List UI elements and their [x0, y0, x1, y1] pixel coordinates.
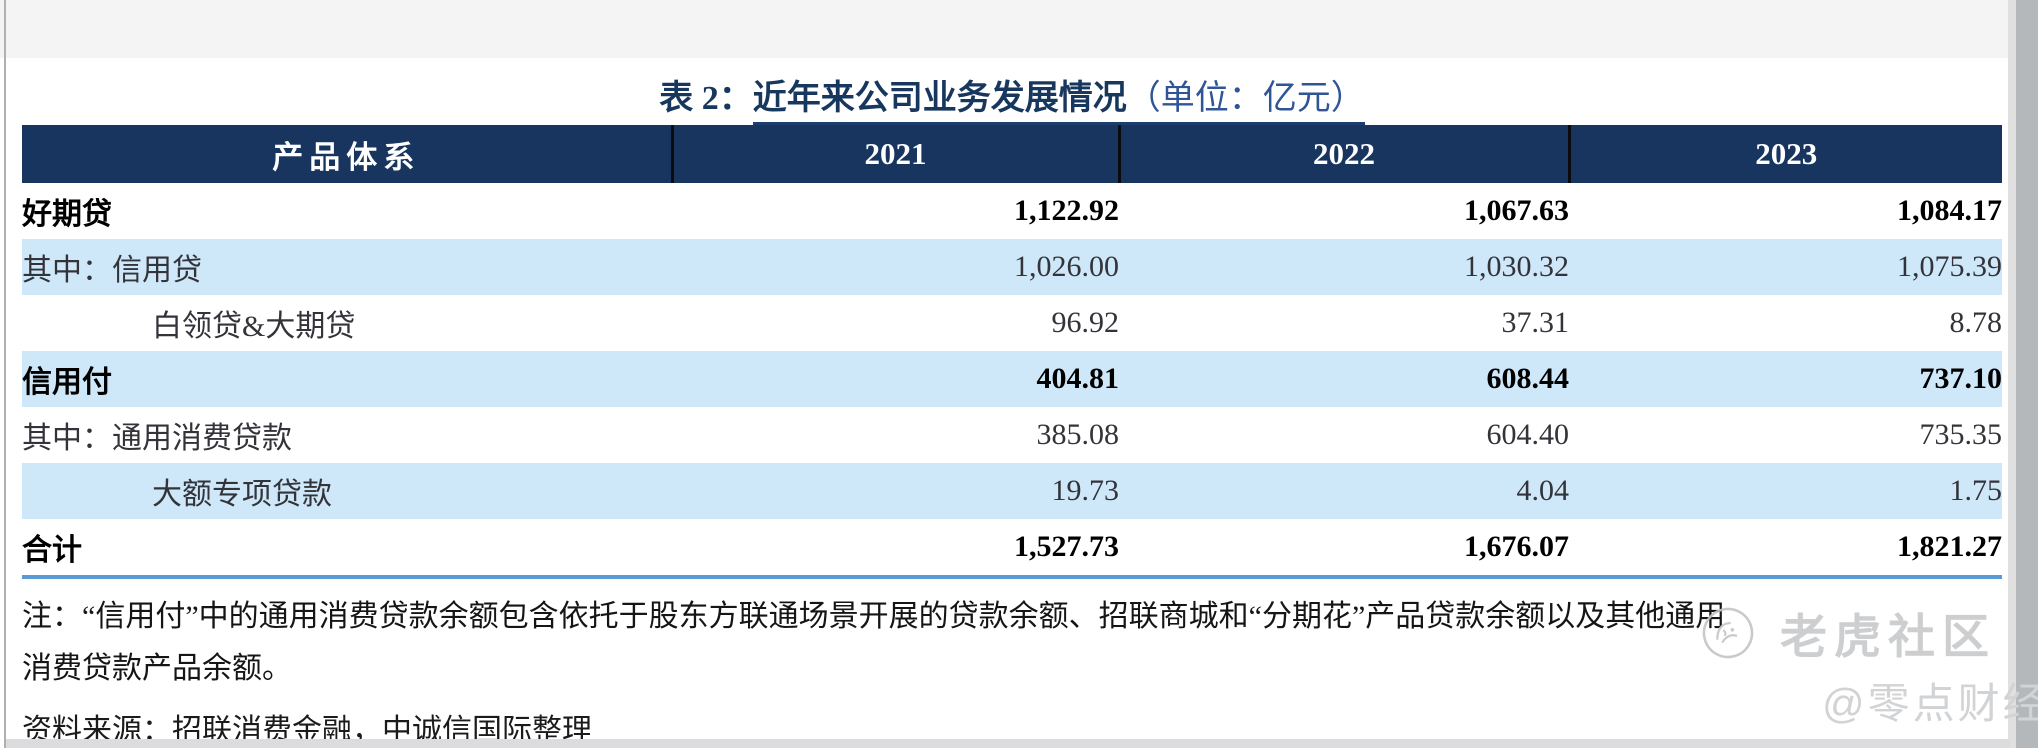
table-row: 其中：信用贷 1,026.00 1,030.32 1,075.39 — [22, 239, 2002, 295]
cell-2021: 19.73 — [1051, 474, 1120, 507]
table-row: 信用付 404.81 608.44 737.10 — [22, 351, 2002, 407]
cell-2022: 4.04 — [1516, 474, 1570, 507]
cell-2023: 1.75 — [1949, 474, 2003, 507]
cell-2021: 1,527.73 — [1014, 530, 1119, 563]
cell-2023: 737.10 — [1919, 362, 2003, 395]
table-row: 好期贷 1,122.92 1,067.63 1,084.17 — [22, 183, 2002, 239]
col-header-2023: 2023 — [1567, 125, 2002, 183]
cell-2022: 37.31 — [1501, 306, 1570, 339]
table-row: 大额专项贷款 19.73 4.04 1.75 — [22, 463, 2002, 519]
note-line-2: 消费贷款产品余额。 — [22, 652, 292, 685]
table-title-unit: （单位：亿元） — [1126, 80, 1365, 125]
cell-2023: 1,821.27 — [1897, 530, 2002, 563]
table-row: 其中：通用消费贷款 385.08 604.40 735.35 — [22, 407, 2002, 463]
note-line-1: 注：“信用付”中的通用消费贷款余额包含依托于股东方联通场景开展的贷款余额、招联商… — [22, 600, 1726, 633]
document-area: 表 2：近年来公司业务发展情况（单位：亿元） 产品体系 2021 2022 20… — [22, 58, 2002, 748]
cell-2022: 1,030.32 — [1464, 250, 1569, 283]
table-title: 表 2：近年来公司业务发展情况（单位：亿元） — [22, 70, 2002, 125]
bottom-gray-strip — [6, 739, 2010, 748]
cell-2021: 1,026.00 — [1014, 250, 1119, 283]
row-label: 好期贷 — [22, 198, 112, 231]
cell-2022: 608.44 — [1486, 362, 1570, 395]
col-header-product-system: 产品体系 — [22, 125, 672, 183]
scrollbar-thumb[interactable] — [2016, 0, 2038, 748]
cell-2023: 735.35 — [1919, 418, 2003, 451]
cell-2023: 1,075.39 — [1897, 250, 2002, 283]
cell-2021: 385.08 — [1036, 418, 1120, 451]
business-development-table: 产品体系 2021 2022 2023 好期贷 1,122.92 1,067.6… — [22, 125, 2002, 579]
top-gray-strip — [0, 0, 2038, 58]
left-border-line — [4, 0, 6, 748]
col-header-2022: 2022 — [1117, 125, 1569, 183]
row-label: 其中：信用贷 — [22, 254, 202, 287]
cell-2022: 604.40 — [1486, 418, 1570, 451]
scrollbar-track — [2008, 0, 2016, 748]
row-label: 大额专项贷款 — [152, 478, 332, 511]
cell-2021: 96.92 — [1051, 306, 1120, 339]
row-label: 合计 — [22, 534, 82, 567]
row-label: 信用付 — [22, 366, 112, 399]
cell-2021: 404.81 — [1036, 362, 1120, 395]
cell-2022: 1,676.07 — [1464, 530, 1569, 563]
row-label: 白领贷&大期贷 — [152, 310, 356, 343]
col-header-2021: 2021 — [670, 125, 1119, 183]
table-title-label: 表 2： — [659, 80, 753, 117]
row-label: 其中：通用消费贷款 — [22, 422, 292, 455]
table-title-text: 近年来公司业务发展情况 — [752, 80, 1127, 125]
cell-2022: 1,067.63 — [1464, 194, 1569, 227]
cell-2023: 8.78 — [1949, 306, 2003, 339]
table-note: 注：“信用付”中的通用消费贷款余额包含依托于股东方联通场景开展的贷款余额、招联商… — [22, 591, 2002, 695]
cell-2021: 1,122.92 — [1014, 194, 1119, 227]
table-row-total: 合计 1,527.73 1,676.07 1,821.27 — [22, 519, 2002, 577]
table-row: 白领贷&大期贷 96.92 37.31 8.78 — [22, 295, 2002, 351]
cell-2023: 1,084.17 — [1897, 194, 2002, 227]
table-header-row: 产品体系 2021 2022 2023 — [22, 125, 2002, 183]
